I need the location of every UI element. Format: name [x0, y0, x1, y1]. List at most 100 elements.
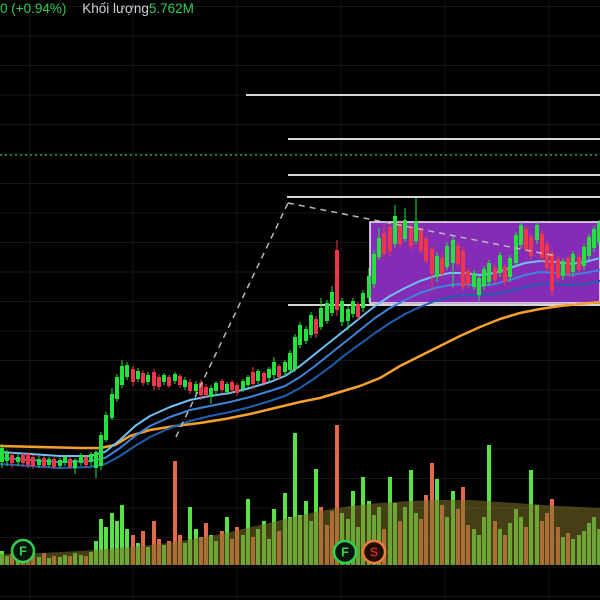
candle-body: [204, 387, 208, 395]
candle-body: [209, 388, 213, 397]
candle-body: [561, 261, 565, 276]
candle-body: [0, 448, 4, 462]
candle-body: [477, 278, 481, 295]
candle-body: [597, 223, 600, 242]
candle-body: [94, 452, 98, 468]
s-event-marker-label: S: [370, 546, 378, 560]
f-event-marker[interactable]: [332, 539, 358, 565]
candle-body: [461, 251, 465, 287]
candle-body: [372, 254, 376, 284]
candle-body: [79, 455, 83, 463]
trendline[interactable]: [287, 202, 557, 257]
candle-body: [388, 227, 392, 251]
candle-body: [37, 459, 41, 465]
candle-body: [230, 382, 234, 390]
candle-body: [325, 303, 329, 321]
candle-body: [89, 454, 93, 462]
candle-body: [414, 221, 418, 241]
candle-body: [246, 377, 250, 385]
volume-bar: [173, 461, 177, 565]
candle-body: [519, 225, 523, 245]
candle-body: [188, 382, 192, 391]
candle-body: [382, 233, 386, 254]
candle-body: [545, 244, 549, 268]
volume-value: 5.762M: [148, 1, 194, 16]
candle-body: [162, 375, 166, 382]
candle-body: [445, 246, 449, 267]
candle-body: [304, 329, 308, 341]
candle-body: [16, 457, 20, 462]
candle-body: [136, 371, 140, 379]
candle-body: [314, 319, 318, 334]
ma-mid-blue: [0, 269, 600, 463]
candle-body: [256, 371, 260, 381]
volume-bar: [99, 519, 103, 565]
candle-body: [508, 258, 512, 277]
price-change-value: 0 (+0.94%): [0, 1, 67, 16]
candle-body: [272, 362, 276, 375]
candle-body: [63, 457, 67, 463]
candle-body: [351, 301, 355, 314]
candle-body: [52, 459, 56, 467]
candle-body: [99, 435, 103, 466]
f-event-marker[interactable]: [10, 538, 36, 564]
candle-body: [319, 308, 323, 327]
candle-body: [31, 457, 35, 466]
candle-body: [125, 365, 129, 377]
candle-body: [346, 309, 350, 321]
candle-body: [73, 460, 77, 468]
candle-body: [283, 362, 287, 372]
candle-body: [419, 229, 423, 251]
candle-body: [267, 369, 271, 378]
candle-body: [183, 380, 187, 387]
candle-body: [435, 256, 439, 277]
candle-body: [472, 273, 476, 287]
volume-label: Khối lượng: [82, 1, 149, 16]
candle-body: [58, 460, 62, 466]
candle-body: [220, 381, 224, 390]
candle-body: [498, 255, 502, 273]
candle-body: [529, 237, 533, 256]
volume-bar: [104, 527, 108, 565]
volume-bar: [125, 529, 129, 565]
s-event-marker[interactable]: [361, 539, 387, 565]
candle-body: [592, 229, 596, 248]
candle-body: [146, 375, 150, 382]
candle-body: [482, 269, 486, 286]
candle-body: [430, 249, 434, 274]
ma-fast-blue: [0, 257, 600, 457]
candle-body: [540, 234, 544, 258]
candle-body: [367, 276, 371, 298]
candle-body: [173, 374, 177, 381]
candle-body: [393, 216, 397, 244]
candle-body: [566, 258, 570, 274]
candle-body: [42, 458, 46, 466]
candle-body: [340, 301, 344, 322]
candle-body: [451, 240, 455, 263]
candle-body: [225, 384, 229, 392]
volume-ma-area: [0, 500, 600, 565]
symbol-info-bar: 0 (+0.94%) Khối lượng5.762M: [0, 1, 194, 16]
candle-body: [524, 229, 528, 249]
candle-body: [157, 377, 161, 387]
candle-body: [535, 225, 539, 240]
volume-bar: [110, 513, 114, 565]
candle-body: [487, 263, 491, 282]
candle-body: [514, 235, 518, 263]
candle-body: [141, 373, 145, 383]
candle-body: [556, 259, 560, 278]
candle-body: [361, 293, 365, 308]
volume-bar: [115, 521, 119, 565]
candle-body: [26, 454, 30, 465]
candle-body: [356, 304, 360, 317]
candle-body: [152, 372, 156, 386]
f-event-marker-label: F: [341, 546, 349, 560]
f-event-marker-label: F: [19, 545, 27, 559]
candle-body: [84, 457, 88, 465]
candle-body: [587, 237, 591, 256]
candle-body: [571, 254, 575, 272]
candle-body: [330, 292, 334, 313]
candle-body: [377, 238, 381, 257]
